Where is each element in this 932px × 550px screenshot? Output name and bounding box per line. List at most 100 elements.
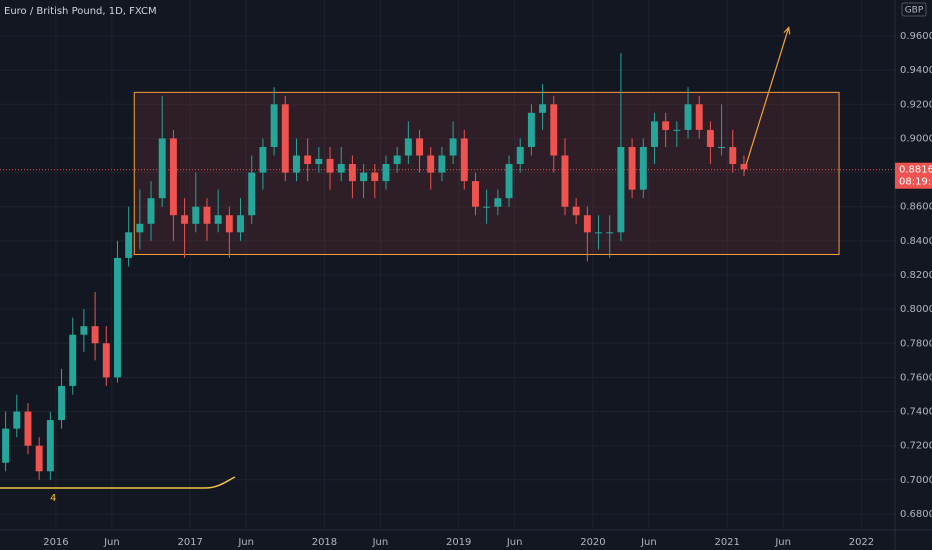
candle-body xyxy=(315,158,323,165)
candle-body xyxy=(416,138,423,156)
x-tick-label: Jun xyxy=(237,537,254,548)
candle-body xyxy=(382,164,390,182)
candle-body xyxy=(740,164,748,170)
candle-body xyxy=(114,257,121,378)
candle-body xyxy=(281,104,289,173)
arrow-head xyxy=(783,26,791,35)
candle-body xyxy=(572,206,580,216)
candle-body xyxy=(348,164,356,182)
candle-body xyxy=(169,138,177,216)
candle-body xyxy=(684,104,692,130)
candle-body xyxy=(259,146,267,173)
x-tick-label: 2016 xyxy=(43,537,68,548)
x-tick-label: 2019 xyxy=(446,537,471,548)
candle-body xyxy=(527,112,535,147)
chart-title: Euro / British Pound, 1D, FXCM xyxy=(4,6,157,17)
candle-body xyxy=(404,138,412,156)
candle-body xyxy=(628,146,636,190)
candle-body xyxy=(136,223,144,233)
candle-body xyxy=(595,232,602,234)
candle-body xyxy=(438,155,446,173)
candle-body xyxy=(102,343,110,378)
candle-body xyxy=(91,326,99,344)
candle-body xyxy=(427,155,435,173)
candle-body xyxy=(617,146,625,233)
candle-body xyxy=(706,129,714,147)
candles xyxy=(2,53,748,480)
candle-body xyxy=(449,138,457,156)
candle-body xyxy=(13,411,21,429)
candle-body xyxy=(360,172,368,182)
candle-body xyxy=(729,146,737,165)
candle-body xyxy=(147,198,155,224)
projection-arrow xyxy=(743,27,790,172)
last-price-tag xyxy=(895,162,932,189)
candle-body xyxy=(460,138,468,182)
candle-body xyxy=(225,215,233,233)
last-price-label: 0.88168 xyxy=(899,165,932,176)
candle-body xyxy=(69,334,77,386)
grid xyxy=(0,0,895,530)
x-tick-label: 2020 xyxy=(580,537,605,548)
y-tick-label: 0.96000 xyxy=(900,31,932,42)
candle-body xyxy=(293,155,300,173)
candle-body xyxy=(35,445,43,472)
candle-body xyxy=(337,164,345,173)
candle-body xyxy=(494,198,502,207)
x-tick-label: 2022 xyxy=(849,537,874,548)
candle-body xyxy=(561,155,569,207)
candle-body xyxy=(192,206,200,224)
x-tick-label: Jun xyxy=(774,537,791,548)
candle-body xyxy=(181,215,189,224)
candle-body xyxy=(662,121,670,130)
x-tick-label: Jun xyxy=(103,537,120,548)
candle-body xyxy=(505,164,513,199)
candle-body xyxy=(248,172,256,216)
x-tick-label: Jun xyxy=(372,537,389,548)
candle-body xyxy=(46,420,54,472)
candle-body xyxy=(639,146,647,190)
x-tick-label: Jun xyxy=(506,537,523,548)
candle-body xyxy=(472,181,479,207)
candle-body xyxy=(125,232,133,258)
candle-body xyxy=(583,215,591,233)
currency-badge[interactable] xyxy=(901,2,927,17)
annotation: 4 xyxy=(50,493,56,504)
candle-body xyxy=(80,326,88,335)
candle-body xyxy=(606,232,614,234)
candle-body xyxy=(718,146,726,148)
candle-body xyxy=(203,206,211,224)
countdown-label: 08:19:29 xyxy=(899,177,932,188)
candle-body xyxy=(651,121,658,147)
candle-body xyxy=(2,428,10,463)
candle-body xyxy=(237,215,244,233)
candle-body xyxy=(539,104,547,113)
candle-body xyxy=(270,104,278,147)
candle-body xyxy=(304,155,312,165)
candle-body xyxy=(695,104,703,130)
candle-body xyxy=(673,129,681,131)
candle-body xyxy=(214,215,222,224)
candle-body xyxy=(24,411,32,446)
x-tick-label: 2017 xyxy=(177,537,202,548)
candle-body xyxy=(516,146,524,165)
x-tick-label: 2018 xyxy=(312,537,337,548)
candle-body xyxy=(158,138,166,199)
indicator-line xyxy=(0,476,236,489)
x-tick-label: Jun xyxy=(640,537,657,548)
